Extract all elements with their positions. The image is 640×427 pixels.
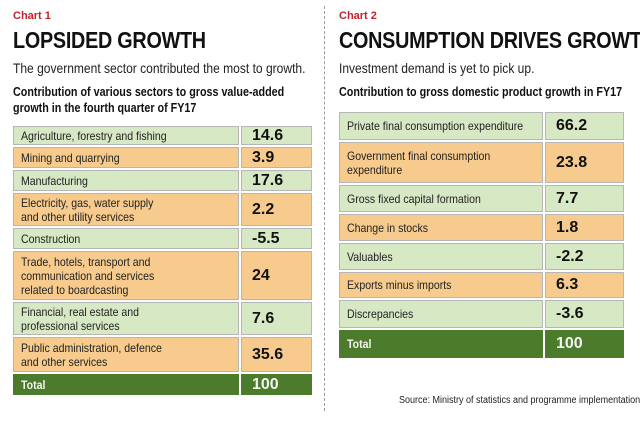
row-label: Agriculture, forestry and fishing [13,126,239,145]
row-label: Construction [13,228,239,249]
row-label-text: Manufacturing [21,173,88,188]
row-label-text: Construction [21,231,81,246]
table-row: Trade, hotels, transport and communicatio… [13,251,312,300]
panel-divider [324,6,325,411]
row-label-text: Total [347,337,372,351]
row-value: -5.5 [241,228,312,249]
table-row: Private final consumption expenditure 66.… [339,112,624,140]
row-label-text: Agriculture, forestry and fishing [21,128,167,143]
chart-label: Chart 2 [339,10,377,22]
row-label: Discrepancies [339,300,543,328]
row-label: Electricity, gas, water supply and other … [13,193,239,226]
chart-title: LOPSIDED GROWTH [13,27,206,53]
row-label-text: Exports minus imports [347,278,452,292]
table-row: Exports minus imports 6.3 [339,272,624,298]
row-value: -3.6 [545,300,624,328]
row-label: Valuables [339,243,543,270]
row-label-text: Trade, hotels, transport and communicatio… [21,254,155,297]
total-label: Total [339,330,543,358]
table-row: Financial, real estate and professional s… [13,302,312,335]
row-value: 2.2 [241,193,312,226]
row-label-text: Change in stocks [347,220,429,235]
row-label-text: Financial, real estate and professional s… [21,304,140,333]
row-value: 6.3 [545,272,624,298]
row-label-text: Private final consumption expenditure [347,119,524,133]
chart-label: Chart 1 [13,10,51,22]
chart-title: CONSUMPTION DRIVES GROWTH [339,27,640,53]
row-label: Private final consumption expenditure [339,112,543,140]
source-note: Source: Ministry of statistics and progr… [399,395,640,406]
table-heading-line: growth in the fourth quarter of FY17 [13,101,197,115]
table-row: Discrepancies -3.6 [339,300,624,328]
row-value: 3.9 [241,147,312,168]
table-total-row: Total 100 [339,330,624,358]
row-value: 23.8 [545,142,624,183]
table-row: Mining and quarrying 3.9 [13,147,312,168]
total-value: 100 [241,374,312,395]
total-value: 100 [545,330,624,358]
table-row: Agriculture, forestry and fishing 14.6 [13,126,312,145]
row-label-text: Government final consumption expenditure [347,148,491,177]
table-total-row: Total 100 [13,374,312,395]
table-row: Valuables -2.2 [339,243,624,270]
row-label: Government final consumption expenditure [339,142,543,183]
row-value: 35.6 [241,337,312,372]
row-value: 66.2 [545,112,624,140]
sector-contribution-table: Agriculture, forestry and fishing 14.6 Min… [13,126,312,395]
table-row: Construction -5.5 [13,228,312,249]
row-value: 24 [241,251,312,300]
row-label-text: Gross fixed capital formation [347,191,481,206]
table-row: Public administration, defence and other … [13,337,312,372]
row-label: Manufacturing [13,170,239,191]
row-value: 1.8 [545,214,624,241]
chart-subtitle: Investment demand is yet to pick up. [339,60,535,76]
gdp-contribution-table: Private final consumption expenditure 66.… [339,112,624,358]
row-value: 17.6 [241,170,312,191]
row-label-text: Total [21,377,46,392]
table-heading: Contribution of various sectors to gross… [13,84,284,116]
table-row: Change in stocks 1.8 [339,214,624,241]
row-label: Exports minus imports [339,272,543,298]
row-label-text: Valuables [347,249,393,264]
row-value: -2.2 [545,243,624,270]
row-label: Gross fixed capital formation [339,185,543,212]
total-label: Total [13,374,239,395]
row-label-text: Discrepancies [347,307,414,321]
row-label: Public administration, defence and other … [13,337,239,372]
table-row: Manufacturing 17.6 [13,170,312,191]
row-label: Trade, hotels, transport and communicatio… [13,251,239,300]
table-heading-line: Contribution to gross domestic product g… [339,85,623,99]
row-label: Financial, real estate and professional s… [13,302,239,335]
table-row: Government final consumption expenditure 2… [339,142,624,183]
row-label: Mining and quarrying [13,147,239,168]
row-value: 14.6 [241,126,312,145]
table-heading-line: Contribution of various sectors to gross… [13,85,285,99]
row-label-text: Mining and quarrying [21,150,120,165]
row-label-text: Electricity, gas, water supply and other … [21,195,154,224]
row-label: Change in stocks [339,214,543,241]
table-row: Gross fixed capital formation 7.7 [339,185,624,212]
row-value: 7.6 [241,302,312,335]
row-value: 7.7 [545,185,624,212]
row-label-text: Public administration, defence and other … [21,340,162,369]
chart-subtitle: The government sector contributed the mo… [13,60,306,76]
table-heading: Contribution to gross domestic product g… [339,84,622,100]
table-row: Electricity, gas, water supply and other … [13,193,312,226]
